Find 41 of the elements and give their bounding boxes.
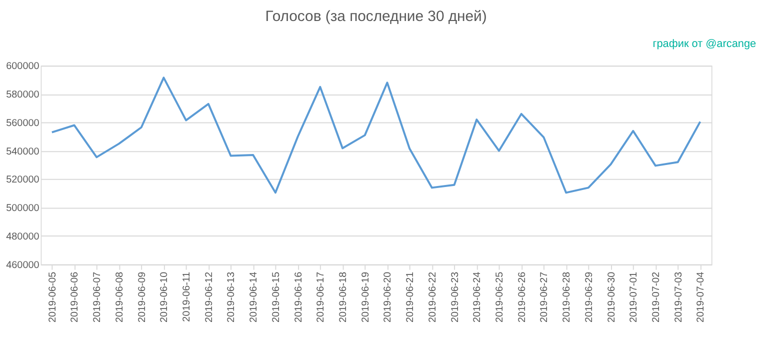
y-tick-label: 540000 xyxy=(6,146,40,158)
x-tick-label: 2019-06-22 xyxy=(427,271,438,323)
y-tick-label: 460000 xyxy=(6,260,40,271)
y-tick-label: 600000 xyxy=(6,61,40,72)
x-tick-label: 2019-06-08 xyxy=(114,271,126,323)
x-tick-label: 2019-06-06 xyxy=(70,271,81,323)
x-tick-label: 2019-06-12 xyxy=(204,271,215,323)
x-tick-label: 2019-06-23 xyxy=(450,271,461,323)
x-tick-label: 2019-06-20 xyxy=(382,271,394,323)
line-series xyxy=(50,76,702,194)
x-tick-label: 2019-06-05 xyxy=(47,271,58,323)
x-tick-label: 2019-07-02 xyxy=(650,271,662,323)
x-tick-label: 2019-06-16 xyxy=(293,271,304,323)
x-tick-label: 2019-06-10 xyxy=(159,271,170,323)
x-tick-label: 2019-06-13 xyxy=(226,271,238,323)
y-tick-label: 480000 xyxy=(6,231,40,242)
x-tick-label: 2019-06-18 xyxy=(338,271,349,323)
x-tick-label: 2019-06-15 xyxy=(270,271,282,323)
x-tick-label: 2019-06-24 xyxy=(472,271,484,323)
x-tick-label: 2019-07-03 xyxy=(673,271,684,323)
x-tick-label: 2019-06-27 xyxy=(539,271,550,323)
x-tick-label: 2019-06-30 xyxy=(606,271,618,323)
x-tick-label: 2019-06-19 xyxy=(360,271,372,323)
x-tick-label: 2019-06-26 xyxy=(516,271,528,323)
x-tick-label: 2019-06-29 xyxy=(584,271,595,323)
x-tick-label: 2019-07-01 xyxy=(628,271,640,323)
chart-title: Голосов (за последние 30 дней) xyxy=(265,8,487,25)
x-tick-label: 2019-06-07 xyxy=(92,271,104,323)
x-tick-label: 2019-06-25 xyxy=(494,271,506,323)
y-tick-label: 520000 xyxy=(6,174,40,186)
y-tick-label: 560000 xyxy=(6,118,40,129)
x-tick-label: 2019-06-14 xyxy=(248,271,260,323)
x-tick-label: 2019-06-09 xyxy=(136,271,148,323)
y-tick-label: 580000 xyxy=(6,90,40,100)
y-tick-label: 500000 xyxy=(6,203,40,214)
x-tick-label: 2019-06-28 xyxy=(562,271,573,323)
x-tick-label: 2019-06-21 xyxy=(405,271,416,323)
text: график от @arcange xyxy=(652,38,756,50)
x-tick-label: 2019-06-11 xyxy=(182,271,193,322)
x-tick-label: 2019-07-04 xyxy=(696,271,707,323)
x-tick-label: 2019-06-17 xyxy=(316,271,327,323)
